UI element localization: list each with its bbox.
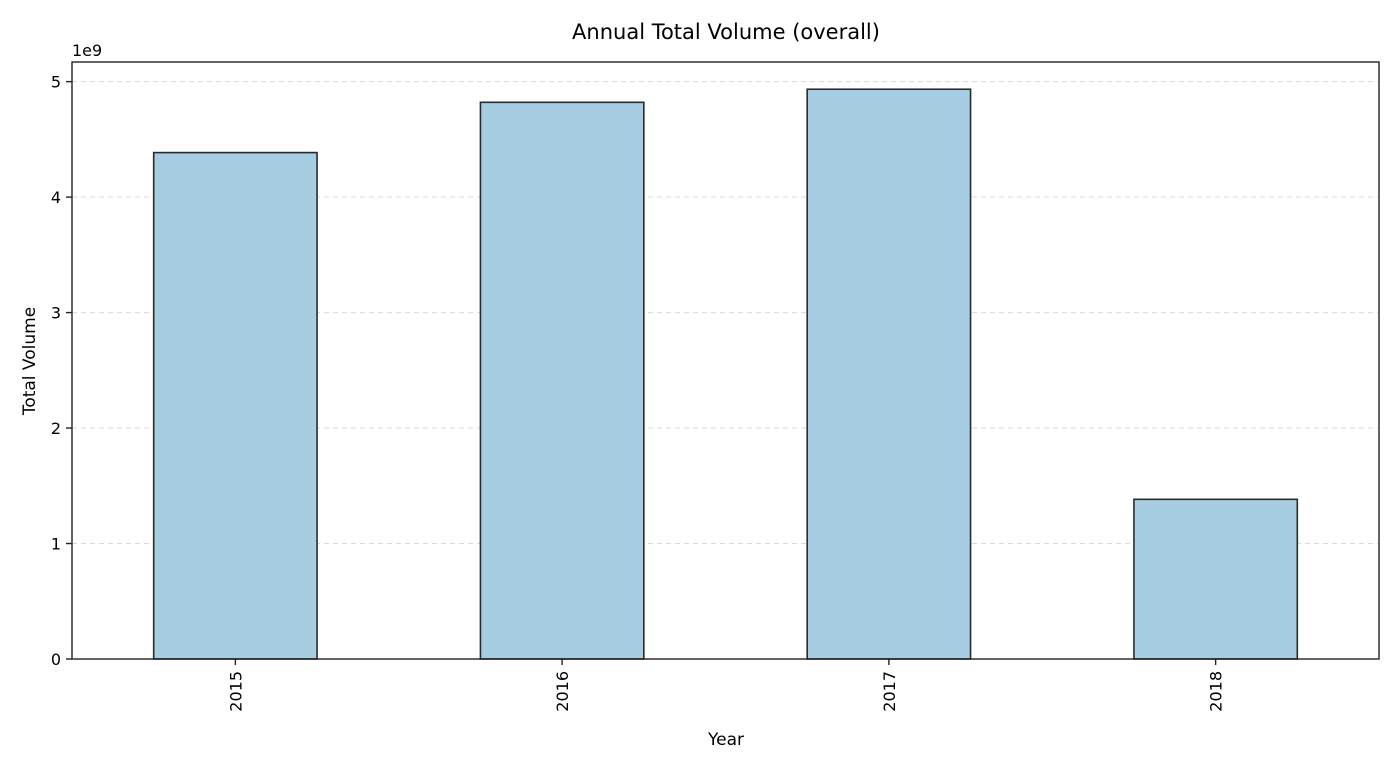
- bar-2015: [152, 151, 318, 660]
- x-axis-label: Year: [707, 730, 744, 750]
- y-axis-ticks: 0 1 2 3 4 5: [51, 73, 72, 669]
- bars: [152, 88, 1299, 660]
- y-tick-label: 0: [51, 650, 61, 669]
- bar-2018: [1133, 498, 1299, 660]
- bar-2017: [806, 88, 972, 660]
- bar-2016: [479, 101, 645, 660]
- y-tick-label: 4: [51, 188, 61, 207]
- y-tick-label: 1: [51, 535, 61, 554]
- x-tick-label-2017: 2017: [880, 671, 899, 712]
- y-tick-label: 2: [51, 419, 61, 438]
- chart-title: Annual Total Volume (overall): [572, 20, 880, 44]
- x-tick-label-2016: 2016: [553, 671, 572, 712]
- y-tick-label: 5: [51, 73, 61, 92]
- y-axis-scale-label: 1e9: [72, 41, 102, 60]
- y-axis-label: Total Volume: [20, 307, 40, 416]
- y-tick-label: 3: [51, 304, 61, 323]
- x-tick-label-2015: 2015: [226, 671, 245, 712]
- plot-frame: [71, 61, 1380, 660]
- x-axis-ticks: 2015 2016 2017 2018: [226, 659, 1226, 712]
- x-tick-label-2018: 2018: [1207, 671, 1226, 712]
